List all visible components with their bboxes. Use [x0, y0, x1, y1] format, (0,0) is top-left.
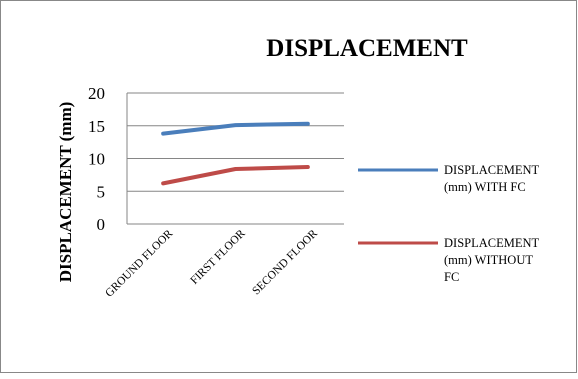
series-line-2	[161, 165, 310, 186]
gridlines	[126, 92, 344, 225]
legend-entry-line: DISPLACEMENT	[444, 163, 540, 177]
y-tick-label: 5	[97, 182, 106, 201]
data-series	[161, 121, 310, 186]
chart-title: DISPLACEMENT	[266, 35, 468, 62]
series-line-1	[161, 121, 310, 136]
y-tick-label: 20	[88, 84, 105, 103]
y-axis-ticks: 0 5 10 15 20	[88, 84, 105, 234]
y-tick-label: 10	[88, 150, 105, 169]
legend-entry-2: DISPLACEMENT (mm) WITHOUT FC	[444, 236, 540, 284]
legend-entry-line: FC	[444, 270, 459, 284]
legend-entry-line: (mm) WITHOUT	[444, 253, 533, 267]
legend-entry-line: (mm) WITH FC	[444, 180, 526, 194]
legend: DISPLACEMENT (mm) WITH FC DISPLACEMENT (mm)…	[358, 163, 540, 284]
legend-entry-1: DISPLACEMENT (mm) WITH FC	[444, 163, 540, 194]
y-tick-label: 15	[88, 117, 105, 136]
y-axis-label: DISPLACEMENT (mm)	[56, 102, 75, 283]
y-tick-label: 0	[97, 215, 106, 234]
legend-entry-line: DISPLACEMENT	[444, 236, 540, 250]
